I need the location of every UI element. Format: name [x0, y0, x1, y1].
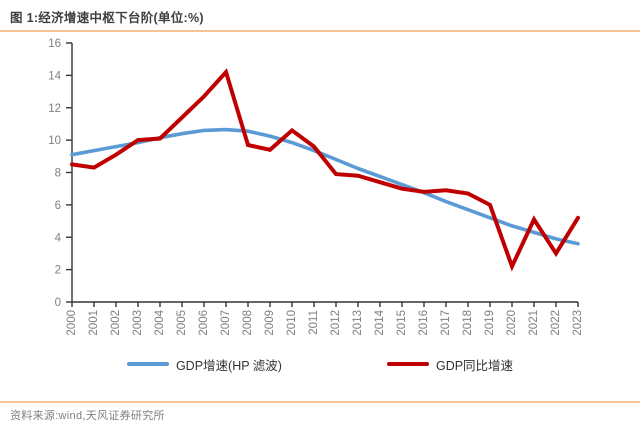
y-tick-label: 14 [48, 70, 61, 82]
y-axis-tick-labels: 0 2 4 6 8 10 12 14 16 [48, 38, 61, 309]
x-tick-label: 2007 [220, 310, 232, 336]
x-tick-label: 2001 [88, 310, 100, 336]
x-tick-label: 2000 [66, 310, 78, 336]
x-tick-label: 2018 [462, 310, 474, 336]
y-tick-label: 4 [55, 232, 62, 244]
x-tick-label: 2010 [286, 310, 298, 336]
y-tick-label: 12 [48, 103, 61, 115]
x-tick-label: 2003 [132, 310, 144, 336]
x-tick-label: 2016 [418, 310, 430, 336]
x-tick-label: 2004 [154, 309, 166, 335]
top-divider [0, 30, 640, 32]
series-line-yoy [70, 68, 580, 272]
y-tick-label: 2 [55, 265, 61, 277]
series-line-hp [70, 127, 580, 246]
x-tick-label: 2006 [198, 310, 210, 336]
y-tick-label: 0 [55, 297, 61, 309]
x-tick-label: 2014 [374, 309, 386, 335]
x-tick-label: 2022 [550, 310, 562, 336]
y-tick-label: 6 [55, 200, 61, 212]
x-tick-label: 2013 [352, 310, 364, 336]
x-tick-label: 2019 [484, 310, 496, 336]
y-tick-label: 10 [48, 135, 61, 147]
x-tick-label: 2005 [176, 310, 188, 336]
x-tick-label: 2021 [528, 310, 540, 336]
x-tick-label: 2017 [440, 310, 452, 336]
chart-legend: GDP增速(HP 滤波) GDP同比增速 [0, 352, 640, 376]
x-tick-label: 2023 [572, 310, 584, 336]
x-tick-label: 2020 [506, 310, 518, 336]
legend-swatch-hp-line [126, 362, 169, 366]
axis-lines-and-ticks [66, 42, 579, 307]
source-note: 资料来源:wind,天风证券研究所 [10, 410, 165, 422]
legend-item-gdp-yoy: GDP同比增速 [386, 355, 514, 374]
legend-item-gdp-hp: GDP增速(HP 滤波) [126, 355, 282, 374]
x-axis-tick-labels: 2000 2001 2002 2003 2004 2005 2006 2007 2008 2009… [66, 309, 584, 335]
bottom-divider [0, 401, 640, 403]
y-tick-label: 16 [48, 38, 61, 50]
legend-swatch-yoy-line [386, 362, 429, 366]
legend-label-gdp-yoy: GDP同比增速 [435, 358, 514, 373]
x-tick-label: 2015 [396, 310, 408, 336]
x-tick-label: 2009 [264, 310, 276, 336]
legend-label-gdp-hp: GDP增速(HP 滤波) [175, 358, 282, 373]
x-tick-label: 2002 [110, 310, 122, 336]
x-tick-label: 2008 [242, 310, 254, 336]
x-tick-label: 2011 [308, 310, 320, 335]
x-tick-label: 2012 [330, 310, 342, 336]
chart-title: 图 1:经济增速中枢下台阶(单位:%) [10, 11, 204, 25]
y-tick-label: 8 [55, 168, 61, 180]
